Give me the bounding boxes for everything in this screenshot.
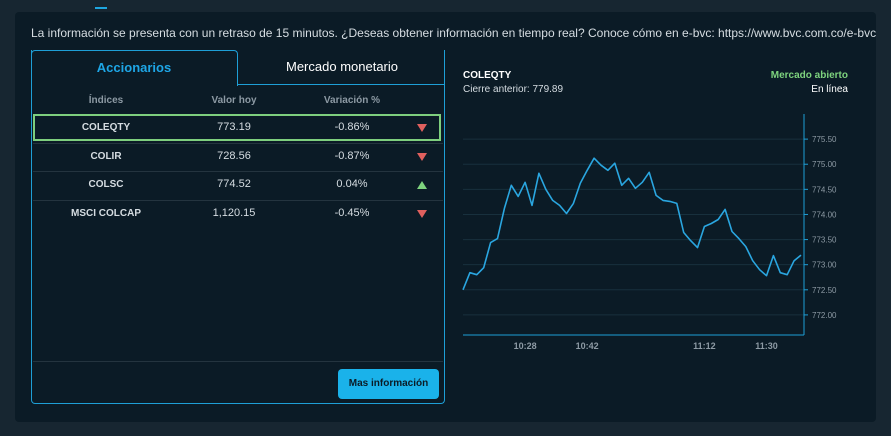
row-separator	[33, 171, 443, 172]
cell: 728.56	[217, 149, 251, 162]
row-separator	[33, 142, 443, 144]
x-tick-label: 11:12	[693, 341, 716, 351]
table-panel	[31, 50, 445, 404]
y-tick-label: 774.00	[812, 210, 837, 219]
y-tick-label: 773.00	[812, 261, 837, 270]
tab-border	[237, 84, 444, 85]
trend-arrow	[417, 124, 427, 132]
index-name: COLIR	[90, 150, 122, 162]
cell: 773.19	[217, 121, 251, 133]
x-tick-label: 11:30	[755, 341, 778, 351]
index-name: COLEQTY	[81, 122, 131, 133]
market-status: Mercado abierto	[771, 70, 848, 81]
tab-active[interactable]	[31, 50, 238, 86]
x-tick-label: 10:42	[576, 341, 599, 351]
tab-label[interactable]: Mercado monetario	[286, 59, 398, 74]
cell: 0.04%	[336, 178, 368, 190]
separator	[33, 361, 443, 362]
column-header: Índices	[88, 95, 124, 106]
cell: -0.87%	[334, 149, 370, 162]
selected-row	[33, 114, 441, 141]
y-tick-label: 773.50	[812, 236, 837, 245]
y-tick-label: 774.50	[812, 185, 837, 194]
tab-label[interactable]: Accionarios	[96, 60, 172, 75]
y-tick-label: 772.50	[812, 286, 837, 295]
chart-title: COLEQTY	[463, 70, 512, 81]
cell: -0.45%	[334, 206, 370, 219]
y-tick-label: 775.00	[812, 160, 837, 169]
cell: -0.86%	[334, 121, 370, 133]
cell: 774.52	[217, 178, 251, 190]
tab-indicator	[95, 7, 107, 9]
trend-arrow	[417, 152, 427, 161]
row-separator	[33, 199, 443, 201]
x-tick-label: 10:28	[514, 341, 537, 351]
feed-status: En línea	[811, 84, 848, 95]
index-name: COLSC	[88, 179, 124, 190]
y-tick-label: 775.50	[812, 135, 837, 144]
index-name: MSCI COLCAP	[71, 207, 141, 219]
column-header: Valor hoy	[211, 95, 257, 106]
cell: 1,120.15	[212, 206, 256, 219]
column-header: Variación %	[323, 95, 381, 106]
more-info-button[interactable]: Mas información	[338, 369, 439, 399]
chart-subtitle: Cierre anterior: 779.89	[463, 84, 563, 95]
price-line	[462, 157, 802, 291]
trend-arrow	[417, 181, 427, 189]
notice: La información se presenta con un retras…	[31, 26, 877, 40]
trend-arrow	[417, 209, 427, 218]
y-tick-label: 772.00	[812, 311, 837, 320]
